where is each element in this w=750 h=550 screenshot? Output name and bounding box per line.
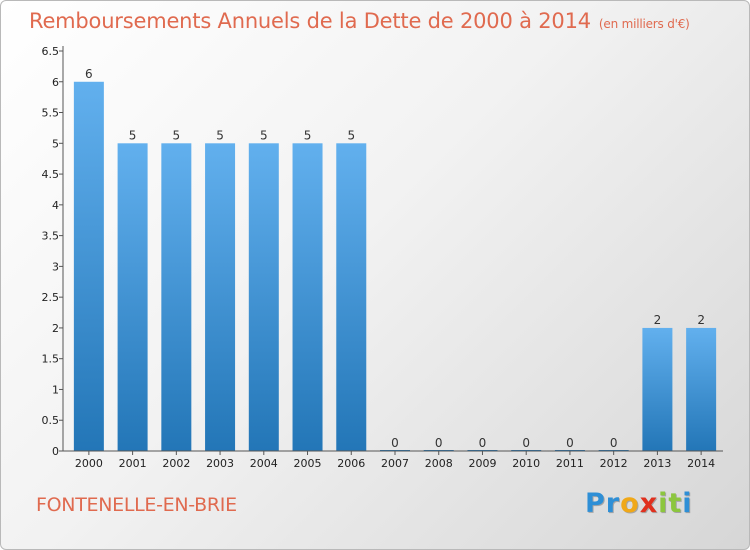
x-tick-label: 2005 — [294, 457, 322, 470]
y-tick-label: 4.5 — [42, 168, 60, 181]
x-tick-label: 2000 — [75, 457, 103, 470]
x-tick-label: 2013 — [643, 457, 671, 470]
bar-2003 — [205, 143, 236, 452]
bar-value-label: 0 — [522, 436, 530, 450]
x-tick-label: 2003 — [206, 457, 234, 470]
y-tick-label: 1 — [52, 383, 59, 396]
y-tick-label: 5.5 — [42, 107, 60, 120]
logo-letter: i — [658, 488, 669, 519]
x-tick-label: 2011 — [556, 457, 584, 470]
y-tick-label: 5 — [52, 137, 59, 150]
x-tick-label: 2014 — [687, 457, 715, 470]
x-tick-label: 2009 — [468, 457, 496, 470]
bar-value-label: 2 — [697, 313, 705, 327]
y-tick-label: 0 — [52, 445, 59, 458]
bar-value-label: 2 — [654, 313, 662, 327]
bar-value-label: 5 — [347, 128, 355, 142]
x-tick-label: 2012 — [600, 457, 628, 470]
x-tick-label: 2008 — [425, 457, 453, 470]
bar-value-label: 5 — [129, 128, 137, 142]
bar-2014 — [686, 327, 717, 451]
x-tick-label: 2006 — [337, 457, 365, 470]
logo-letter: i — [682, 488, 693, 519]
chart-title: Remboursements Annuels de la Dette de 20… — [29, 9, 690, 33]
commune-name: FONTENELLE-EN-BRIE — [36, 494, 237, 516]
y-tick-label: 4 — [52, 199, 59, 212]
bar-2013 — [642, 327, 673, 451]
bar-value-label: 5 — [304, 128, 312, 142]
x-tick-label: 2010 — [512, 457, 540, 470]
bar-value-label: 5 — [260, 128, 268, 142]
y-tick-label: 3.5 — [42, 230, 60, 243]
y-tick-label: 6.5 — [42, 45, 60, 58]
x-tick-label: 2004 — [250, 457, 278, 470]
bar-value-label: 0 — [610, 436, 618, 450]
y-tick-label: 6 — [52, 76, 59, 89]
bar-value-label: 5 — [173, 128, 181, 142]
logo-letter: P — [585, 488, 606, 519]
logo-letter: t — [668, 488, 683, 519]
logo-letter: x — [639, 488, 659, 519]
x-tick-label: 2007 — [381, 457, 409, 470]
y-tick-label: 2.5 — [42, 291, 60, 304]
bar-2006 — [336, 143, 367, 452]
bar-value-label: 0 — [566, 436, 574, 450]
logo-letter: r — [605, 488, 621, 519]
x-tick-label: 2002 — [162, 457, 190, 470]
y-tick-label: 1.5 — [42, 353, 60, 366]
bar-2002 — [161, 143, 192, 452]
proxiti-logo[interactable]: Proxiti — [585, 488, 693, 519]
bar-value-label: 0 — [479, 436, 487, 450]
x-tick-label: 2001 — [119, 457, 147, 470]
chart-subtitle: (en milliers d'€) — [598, 17, 690, 31]
bar-value-label: 5 — [216, 128, 224, 142]
title-text: Remboursements Annuels de la Dette de 20… — [29, 9, 591, 33]
bar-2000 — [73, 81, 104, 452]
bar-2001 — [117, 143, 148, 452]
bar-value-label: 0 — [391, 436, 399, 450]
bar-value-label: 0 — [435, 436, 443, 450]
logo-letter: o — [620, 488, 640, 519]
y-tick-label: 0.5 — [42, 414, 60, 427]
y-tick-label: 3 — [52, 260, 59, 273]
bar-2005 — [292, 143, 323, 452]
bar-value-label: 6 — [85, 67, 93, 81]
bar-2004 — [248, 143, 279, 452]
y-tick-label: 2 — [52, 322, 59, 335]
